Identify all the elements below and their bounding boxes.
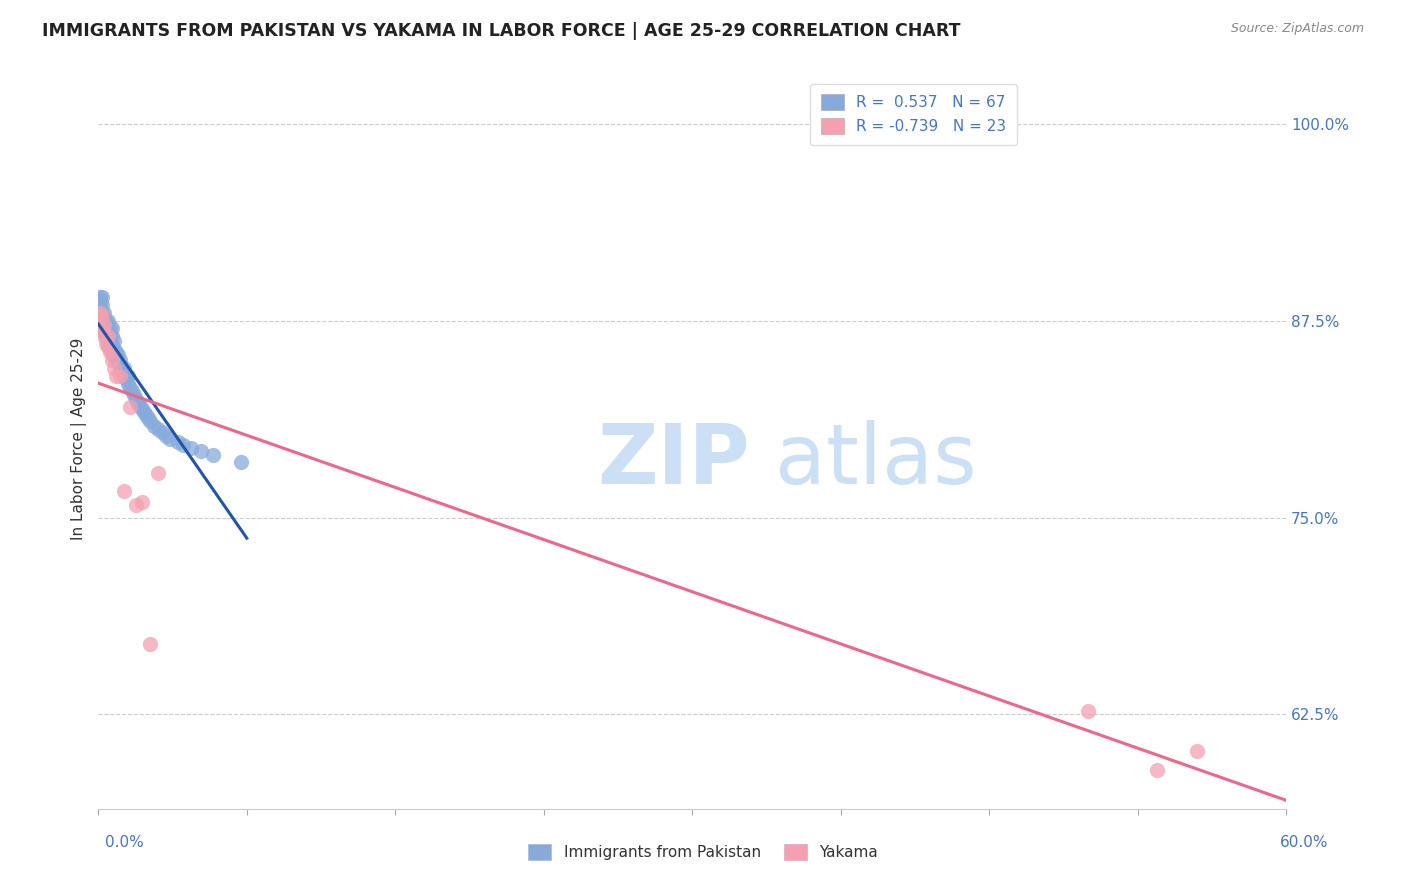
Point bbox=[202, 448, 225, 462]
Point bbox=[93, 306, 115, 320]
Point bbox=[96, 321, 118, 335]
Point bbox=[97, 337, 120, 351]
Point bbox=[172, 438, 194, 452]
Point bbox=[125, 498, 148, 512]
Point bbox=[115, 372, 138, 386]
Point bbox=[101, 321, 124, 335]
Point bbox=[93, 318, 115, 333]
Text: atlas: atlas bbox=[775, 420, 977, 501]
Point bbox=[91, 321, 114, 335]
Point bbox=[97, 313, 120, 327]
Point bbox=[131, 495, 153, 509]
Text: ZIP: ZIP bbox=[598, 420, 749, 501]
Point bbox=[96, 329, 118, 343]
Point bbox=[93, 329, 115, 343]
Point bbox=[93, 318, 115, 333]
Point bbox=[135, 408, 157, 422]
Point bbox=[112, 368, 135, 383]
Point bbox=[91, 321, 114, 335]
Point bbox=[91, 290, 114, 304]
Point bbox=[108, 368, 131, 383]
Point bbox=[89, 298, 111, 312]
Point bbox=[112, 483, 135, 498]
Point bbox=[155, 428, 177, 442]
Point bbox=[118, 381, 141, 395]
Point bbox=[139, 414, 162, 428]
Point bbox=[101, 337, 124, 351]
Point bbox=[146, 467, 169, 481]
Point bbox=[97, 329, 120, 343]
Point bbox=[103, 360, 125, 375]
Point bbox=[132, 405, 155, 419]
Point bbox=[89, 309, 111, 323]
Point bbox=[96, 313, 118, 327]
Point bbox=[93, 325, 115, 339]
Point bbox=[97, 340, 120, 354]
Point bbox=[146, 422, 169, 436]
Y-axis label: In Labor Force | Age 25-29: In Labor Force | Age 25-29 bbox=[72, 337, 87, 540]
Point bbox=[101, 329, 124, 343]
Point bbox=[97, 321, 120, 335]
Point bbox=[131, 401, 153, 416]
Point bbox=[150, 425, 173, 440]
Point bbox=[112, 360, 135, 375]
Point bbox=[91, 309, 114, 323]
Legend: Immigrants from Pakistan, Yakama: Immigrants from Pakistan, Yakama bbox=[523, 838, 883, 866]
Point bbox=[98, 345, 121, 359]
Point bbox=[105, 353, 128, 368]
Text: Source: ZipAtlas.com: Source: ZipAtlas.com bbox=[1230, 22, 1364, 36]
Point bbox=[121, 384, 143, 399]
Point bbox=[190, 444, 212, 458]
Point bbox=[180, 441, 202, 455]
Point bbox=[89, 313, 111, 327]
Point bbox=[136, 411, 159, 425]
Text: 0.0%: 0.0% bbox=[105, 836, 145, 850]
Point bbox=[98, 334, 121, 348]
Point bbox=[122, 387, 145, 401]
Point bbox=[89, 290, 111, 304]
Point bbox=[89, 306, 111, 320]
Point bbox=[97, 329, 120, 343]
Point bbox=[108, 360, 131, 375]
Point bbox=[91, 306, 114, 320]
Point bbox=[103, 350, 125, 364]
Legend: R =  0.537   N = 67, R = -0.739   N = 23: R = 0.537 N = 67, R = -0.739 N = 23 bbox=[810, 84, 1017, 145]
Point bbox=[111, 364, 134, 378]
Point bbox=[125, 392, 148, 407]
Point bbox=[107, 356, 129, 370]
Point bbox=[142, 419, 165, 434]
Point bbox=[107, 348, 129, 362]
Point bbox=[96, 337, 118, 351]
Point bbox=[98, 327, 121, 342]
Point bbox=[89, 302, 111, 317]
Text: IMMIGRANTS FROM PAKISTAN VS YAKAMA IN LABOR FORCE | AGE 25-29 CORRELATION CHART: IMMIGRANTS FROM PAKISTAN VS YAKAMA IN LA… bbox=[42, 22, 960, 40]
Point bbox=[89, 313, 111, 327]
Point bbox=[101, 345, 124, 359]
Point bbox=[108, 353, 131, 368]
Point bbox=[1146, 763, 1168, 777]
Point bbox=[159, 432, 181, 446]
Point bbox=[127, 395, 149, 409]
Point bbox=[103, 334, 125, 348]
Text: 60.0%: 60.0% bbox=[1281, 836, 1329, 850]
Point bbox=[105, 345, 128, 359]
Point bbox=[117, 376, 139, 391]
Point bbox=[229, 455, 252, 469]
Point bbox=[103, 342, 125, 356]
Point bbox=[118, 401, 141, 415]
Point bbox=[1077, 704, 1099, 718]
Point bbox=[89, 293, 111, 307]
Point bbox=[93, 312, 115, 326]
Point bbox=[117, 368, 139, 383]
Point bbox=[91, 298, 114, 312]
Point bbox=[166, 434, 188, 449]
Point bbox=[139, 636, 162, 650]
Point bbox=[98, 340, 121, 354]
Point bbox=[98, 321, 121, 335]
Point bbox=[101, 353, 124, 368]
Point bbox=[105, 368, 128, 383]
Point bbox=[91, 313, 114, 327]
Point bbox=[1185, 744, 1208, 758]
Point bbox=[129, 399, 152, 413]
